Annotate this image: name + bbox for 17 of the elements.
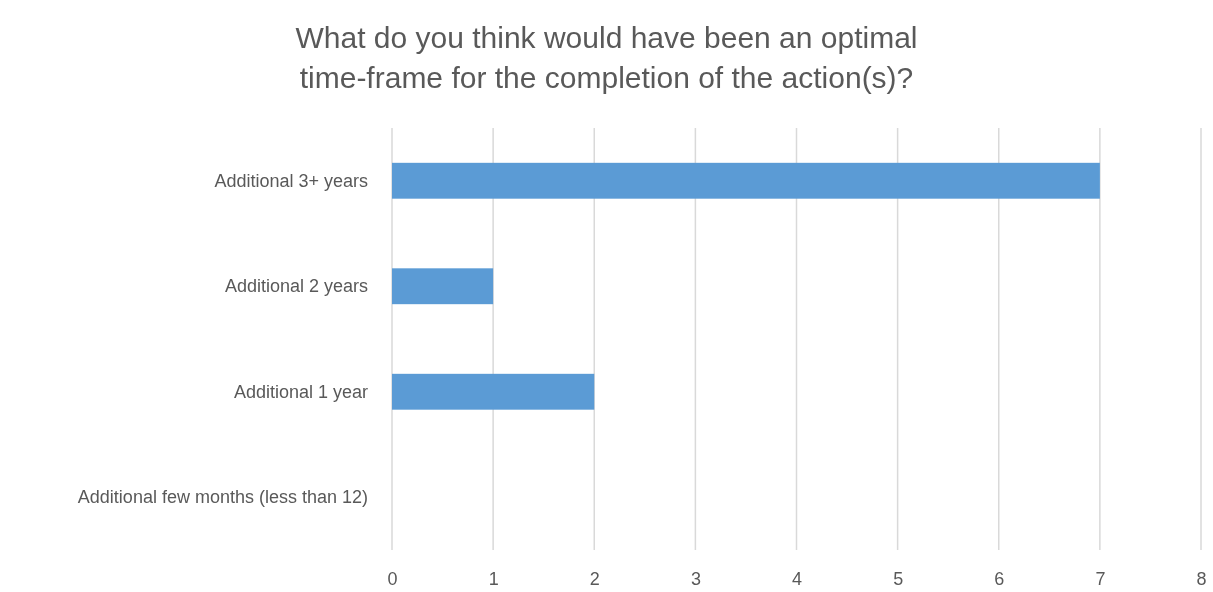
x-tick-label: 7 [1095, 568, 1106, 589]
bar [392, 373, 595, 410]
x-tick-label: 3 [690, 568, 701, 589]
x-tick-label: 5 [893, 568, 904, 589]
x-tick-label: 6 [994, 568, 1005, 589]
bar [392, 268, 494, 305]
x-tick-label: 8 [1196, 568, 1207, 589]
chart-title: What do you think would have been an optimal time-frame for the completion of the action(s)? [295, 21, 918, 94]
y-tick-label: Additional 1 year [233, 381, 368, 402]
bar [392, 162, 1100, 199]
y-tick-label: Additional 2 years [224, 276, 368, 297]
x-tick-label: 2 [589, 568, 600, 589]
x-tick-label: 0 [387, 568, 398, 589]
y-tick-label: Additional few months (less than 12) [77, 487, 368, 508]
x-tick-label: 1 [488, 568, 499, 589]
y-tick-label: Additional 3+ years [214, 170, 368, 191]
x-tick-label: 4 [791, 568, 803, 589]
